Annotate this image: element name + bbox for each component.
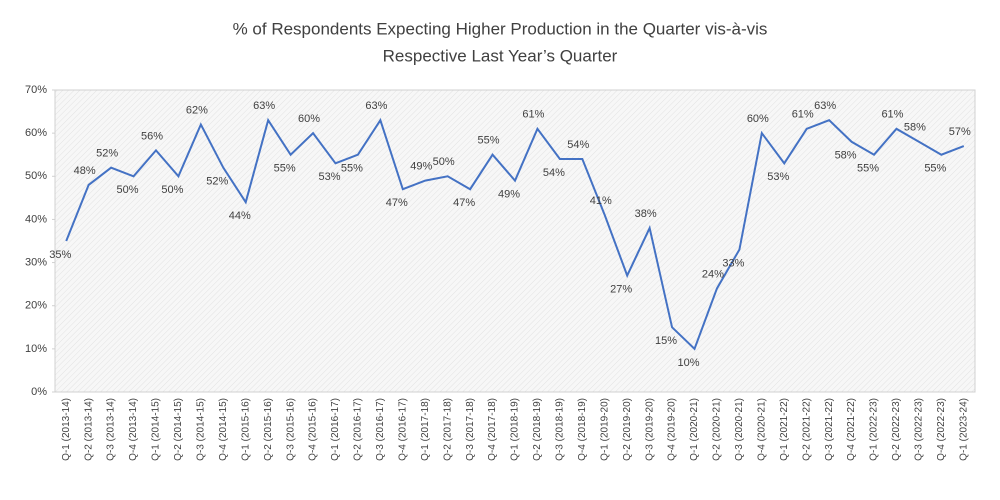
data-label: 50% [433, 156, 455, 168]
data-label: 63% [365, 100, 387, 112]
data-label: 50% [161, 184, 183, 196]
data-label: 35% [49, 249, 71, 261]
x-tick-label: Q-2 (2018-19) [532, 398, 543, 461]
data-label: 47% [386, 197, 408, 209]
y-tick-label: 10% [25, 343, 47, 355]
x-tick-label: Q-2 (2015-16) [263, 398, 274, 461]
data-label: 10% [677, 357, 699, 369]
x-tick-label: Q-1 (2015-16) [240, 398, 251, 461]
data-label: 55% [857, 163, 879, 175]
y-tick-label: 30% [25, 256, 47, 268]
x-tick-label: Q-3 (2013-14) [106, 398, 117, 461]
data-label: 48% [74, 165, 96, 177]
x-tick-label: Q-4 (2021-22) [846, 398, 857, 461]
x-tick-label: Q-3 (2017-18) [465, 398, 476, 461]
x-tick-label: Q-3 (2020-21) [734, 398, 745, 461]
x-tick-label: Q-4 (2019-20) [667, 398, 678, 461]
data-label: 57% [949, 126, 971, 138]
x-tick-label: Q-2 (2020-21) [712, 398, 723, 461]
data-label: 61% [881, 109, 903, 121]
x-tick-label: Q-3 (2021-22) [824, 398, 835, 461]
data-label: 49% [498, 189, 520, 201]
data-label: 56% [141, 130, 163, 142]
y-tick-label: 70% [25, 84, 47, 96]
data-label: 54% [543, 167, 565, 179]
chart-title: % of Respondents Expecting Higher Produc… [233, 19, 768, 38]
x-tick-label: Q-3 (2019-20) [644, 398, 655, 461]
x-tick-label: Q-4 (2014-15) [218, 398, 229, 461]
y-tick-label: 50% [25, 170, 47, 182]
x-tick-label: Q-4 (2017-18) [487, 398, 498, 461]
data-label: 61% [792, 109, 814, 121]
x-tick-label: Q-2 (2017-18) [442, 398, 453, 461]
x-tick-label: Q-1 (2023-24) [958, 398, 969, 461]
data-label: 44% [229, 210, 251, 222]
data-label: 47% [453, 197, 475, 209]
x-tick-label: Q-1 (2014-15) [151, 398, 162, 461]
data-label: 50% [117, 184, 139, 196]
data-label: 52% [96, 148, 118, 160]
x-tick-label: Q-1 (2022-23) [869, 398, 880, 461]
data-label: 38% [635, 208, 657, 220]
x-tick-label: Q-4 (2022-23) [936, 398, 947, 461]
x-tick-label: Q-2 (2013-14) [83, 398, 94, 461]
x-tick-label: Q-3 (2022-23) [914, 398, 925, 461]
data-label: 52% [206, 176, 228, 188]
y-tick-label: 40% [25, 213, 47, 225]
y-tick-label: 60% [25, 127, 47, 139]
data-label: 63% [814, 100, 836, 112]
y-tick-label: 0% [31, 386, 47, 398]
x-tick-label: Q-4 (2015-16) [308, 398, 319, 461]
x-tick-label: Q-4 (2013-14) [128, 398, 139, 461]
data-label: 61% [522, 109, 544, 121]
data-label: 58% [835, 150, 857, 162]
x-tick-label: Q-3 (2018-19) [555, 398, 566, 461]
x-tick-label: Q-2 (2014-15) [173, 398, 184, 461]
x-tick-label: Q-1 (2021-22) [779, 398, 790, 461]
x-tick-label: Q-1 (2013-14) [61, 398, 72, 461]
data-label: 55% [924, 163, 946, 175]
data-label: 15% [655, 335, 677, 347]
x-tick-label: Q-1 (2020-21) [689, 398, 700, 461]
x-tick-label: Q-4 (2016-17) [397, 398, 408, 461]
x-tick-label: Q-1 (2017-18) [420, 398, 431, 461]
data-label: 55% [341, 163, 363, 175]
data-label: 33% [722, 258, 744, 270]
chart-title: Respective Last Year’s Quarter [383, 46, 618, 65]
data-label: 58% [904, 122, 926, 134]
plot-area [54, 89, 976, 393]
data-label: 24% [702, 268, 724, 280]
x-tick-label: Q-2 (2022-23) [891, 398, 902, 461]
x-tick-label: Q-4 (2018-19) [577, 398, 588, 461]
data-label: 27% [610, 283, 632, 295]
x-tick-label: Q-1 (2018-19) [510, 398, 521, 461]
data-label: 55% [478, 135, 500, 147]
data-label: 60% [747, 113, 769, 125]
data-label: 55% [274, 163, 296, 175]
data-label: 54% [567, 139, 589, 151]
data-label: 62% [186, 104, 208, 116]
data-label: 41% [590, 195, 612, 207]
data-label: 49% [410, 161, 432, 173]
x-tick-label: Q-3 (2016-17) [375, 398, 386, 461]
x-tick-label: Q-1 (2019-20) [599, 398, 610, 461]
y-tick-label: 20% [25, 300, 47, 312]
x-tick-label: Q-2 (2016-17) [353, 398, 364, 461]
data-label: 63% [253, 100, 275, 112]
x-tick-label: Q-1 (2016-17) [330, 398, 341, 461]
x-tick-label: Q-3 (2014-15) [195, 398, 206, 461]
data-label: 60% [298, 113, 320, 125]
line [65, 117, 965, 351]
data-label: 53% [318, 171, 340, 183]
x-tick-label: Q-3 (2015-16) [285, 398, 296, 461]
x-tick-label: Q-2 (2021-22) [801, 398, 812, 461]
x-tick-label: Q-4 (2020-21) [756, 398, 767, 461]
data-label: 53% [767, 171, 789, 183]
x-tick-label: Q-2 (2019-20) [622, 398, 633, 461]
